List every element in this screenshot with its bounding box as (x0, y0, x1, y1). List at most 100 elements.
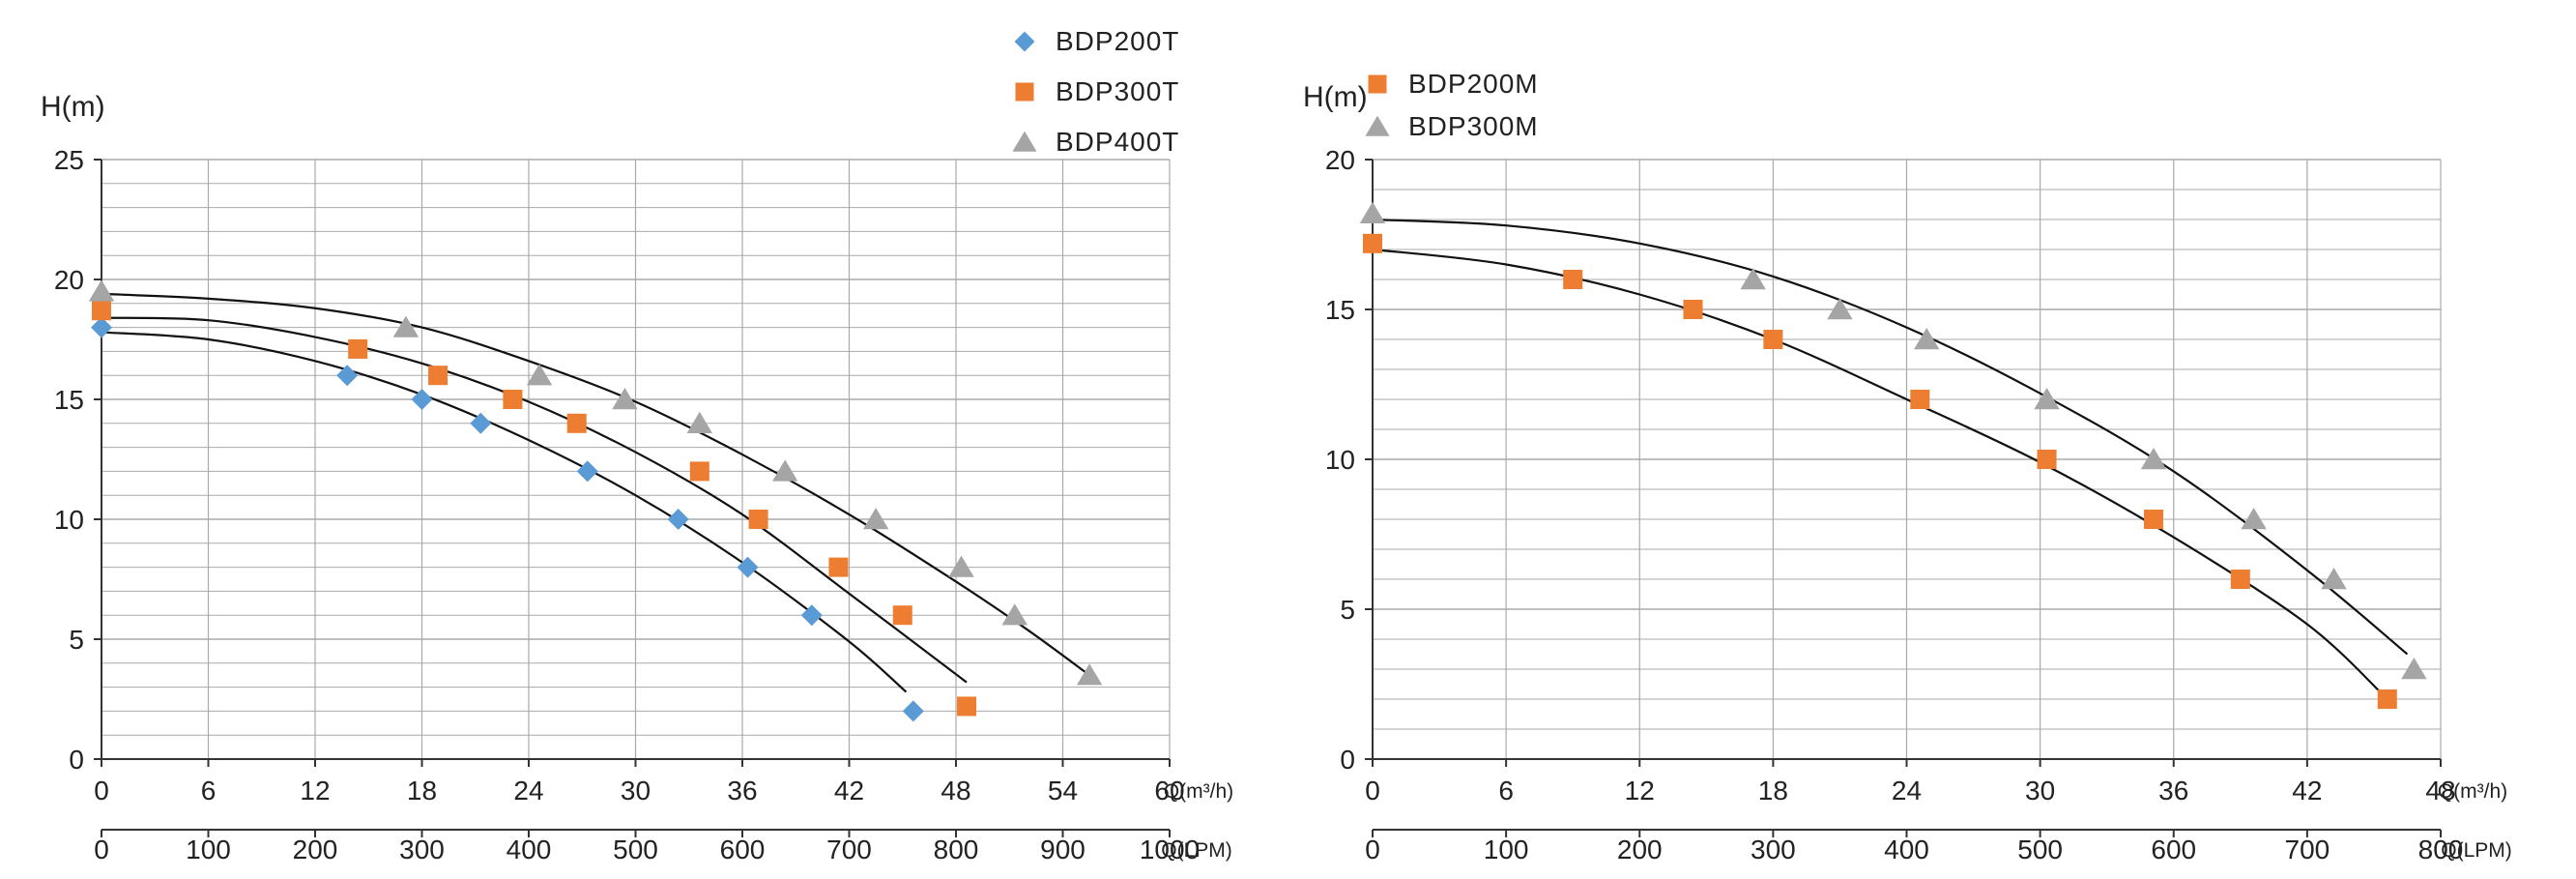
data-point-bdp400t (526, 364, 553, 386)
data-point-bdp200m (2144, 510, 2164, 529)
data-point-bdp300m (1359, 201, 1386, 223)
x2-tick-label: 400 (507, 835, 552, 864)
legend-label: BDP400T (1056, 127, 1179, 157)
y-tick-label: 5 (1340, 595, 1355, 625)
x-tick-label: 24 (1892, 776, 1922, 806)
legend-label: BDP300T (1056, 76, 1179, 106)
x2-tick-label: 1000 (1140, 835, 1200, 864)
x2-tick-label: 300 (399, 835, 445, 864)
x2-tick-label: 700 (2285, 835, 2330, 864)
legend-marker-bdp200t (1014, 31, 1035, 52)
x-tick-label: 12 (1625, 776, 1655, 806)
data-point-bdp200t (411, 389, 433, 410)
data-point-bdp300t (892, 605, 912, 626)
data-point-bdp200t (576, 460, 598, 483)
x-tick-label: 54 (1048, 776, 1078, 806)
x-tick-label: 48 (2425, 776, 2455, 806)
data-point-bdp300m (1827, 298, 1853, 320)
x-tick-label: 30 (621, 776, 651, 806)
x2-tick-label: 800 (2418, 835, 2464, 864)
legend-marker-bdp200m (1368, 74, 1387, 94)
x-tick-label: 24 (513, 776, 543, 806)
data-point-bdp200t (470, 412, 492, 434)
data-point-bdp300t (92, 301, 111, 321)
x-tick-label: 6 (201, 776, 217, 806)
x2-tick-label: 100 (186, 835, 231, 864)
data-point-bdp300t (348, 338, 368, 359)
x-tick-label: 30 (2025, 776, 2055, 806)
data-point-bdp200t (336, 365, 359, 387)
data-point-bdp200m (2037, 450, 2057, 469)
x2-tick-label: 0 (94, 835, 109, 864)
x-tick-label: 48 (941, 776, 970, 806)
data-point-bdp200t (667, 509, 689, 530)
y-tick-label: 10 (54, 505, 84, 535)
data-point-bdp300m (2401, 658, 2427, 680)
data-point-bdp300t (428, 366, 449, 386)
data-point-bdp300t (566, 413, 587, 433)
data-point-bdp300t (689, 461, 709, 482)
y-tick-label: 20 (1325, 145, 1355, 175)
x-tick-label: 0 (94, 776, 109, 806)
data-point-bdp200m (2377, 689, 2397, 709)
x2-tick-label: 700 (826, 835, 872, 864)
series-curve-bdp300m (1372, 218, 2409, 656)
data-point-bdp300t (828, 557, 849, 577)
legend: BDP200T BDP300T BDP400T (1012, 26, 1179, 157)
x-tick-label: 42 (2292, 776, 2322, 806)
y-tick-label: 20 (54, 265, 84, 295)
x2-tick-label: 500 (613, 835, 658, 864)
y-tick-label: 0 (69, 745, 84, 775)
data-point-bdp400t (88, 279, 115, 302)
data-point-bdp200t (800, 604, 823, 627)
x-tick-label: 6 (1498, 776, 1514, 806)
x2-tick-label: 800 (934, 835, 979, 864)
data-point-bdp400t (948, 555, 974, 577)
data-point-bdp200t (91, 316, 112, 338)
x2-axis-label: Q(LPM) (1161, 839, 1232, 862)
data-point-bdp400t (1001, 603, 1028, 626)
data-point-bdp200m (2230, 570, 2250, 589)
x2-tick-label: 100 (1484, 835, 1529, 864)
data-point-bdp300m (2034, 388, 2060, 410)
x2-tick-label: 300 (1751, 835, 1796, 864)
data-point-bdp200t (737, 556, 759, 578)
x-axis-label: Q(m³/h) (2438, 780, 2507, 803)
series-curve-bdp300t (101, 316, 968, 684)
x2-tick-label: 200 (1617, 835, 1663, 864)
data-point-bdp300m (1740, 268, 1766, 290)
x2-tick-label: 600 (2151, 835, 2196, 864)
legend: BDP200M BDP300M (1365, 69, 1538, 141)
x-tick-label: 60 (1154, 776, 1184, 806)
data-point-bdp300m (2241, 508, 2267, 530)
x-tick-label: 18 (1758, 776, 1788, 806)
series-curve-bdp200t (101, 331, 908, 693)
data-point-bdp200m (1683, 300, 1703, 319)
data-point-bdp300t (957, 696, 977, 717)
data-point-bdp300m (1914, 328, 1940, 350)
data-point-bdp400t (862, 508, 889, 530)
data-point-bdp300t (748, 510, 768, 529)
data-point-bdp400t (772, 459, 798, 482)
data-point-bdp300m (2140, 448, 2167, 470)
grid (1372, 159, 2442, 760)
x-axis-label: Q(m³/h) (1164, 780, 1233, 803)
x2-tick-label: 200 (293, 835, 338, 864)
y-tick-label: 0 (1340, 745, 1355, 775)
x-tick-label: 0 (1365, 776, 1380, 806)
data-point-bdp200m (1910, 390, 1930, 409)
x2-tick-label: 0 (1365, 835, 1380, 864)
y-axis-label: H(m) (41, 91, 105, 123)
data-point-bdp200m (1363, 233, 1382, 253)
y-tick-label: 10 (1325, 445, 1355, 475)
y-tick-label: 25 (54, 145, 84, 175)
y-tick-label: 15 (1325, 295, 1355, 325)
legend-label: BDP200T (1056, 26, 1179, 56)
x2-tick-label: 400 (1884, 835, 1929, 864)
x2-tick-label: 500 (2017, 835, 2063, 864)
legend-marker-bdp400t (1012, 131, 1037, 152)
data-point-bdp200t (902, 700, 924, 722)
